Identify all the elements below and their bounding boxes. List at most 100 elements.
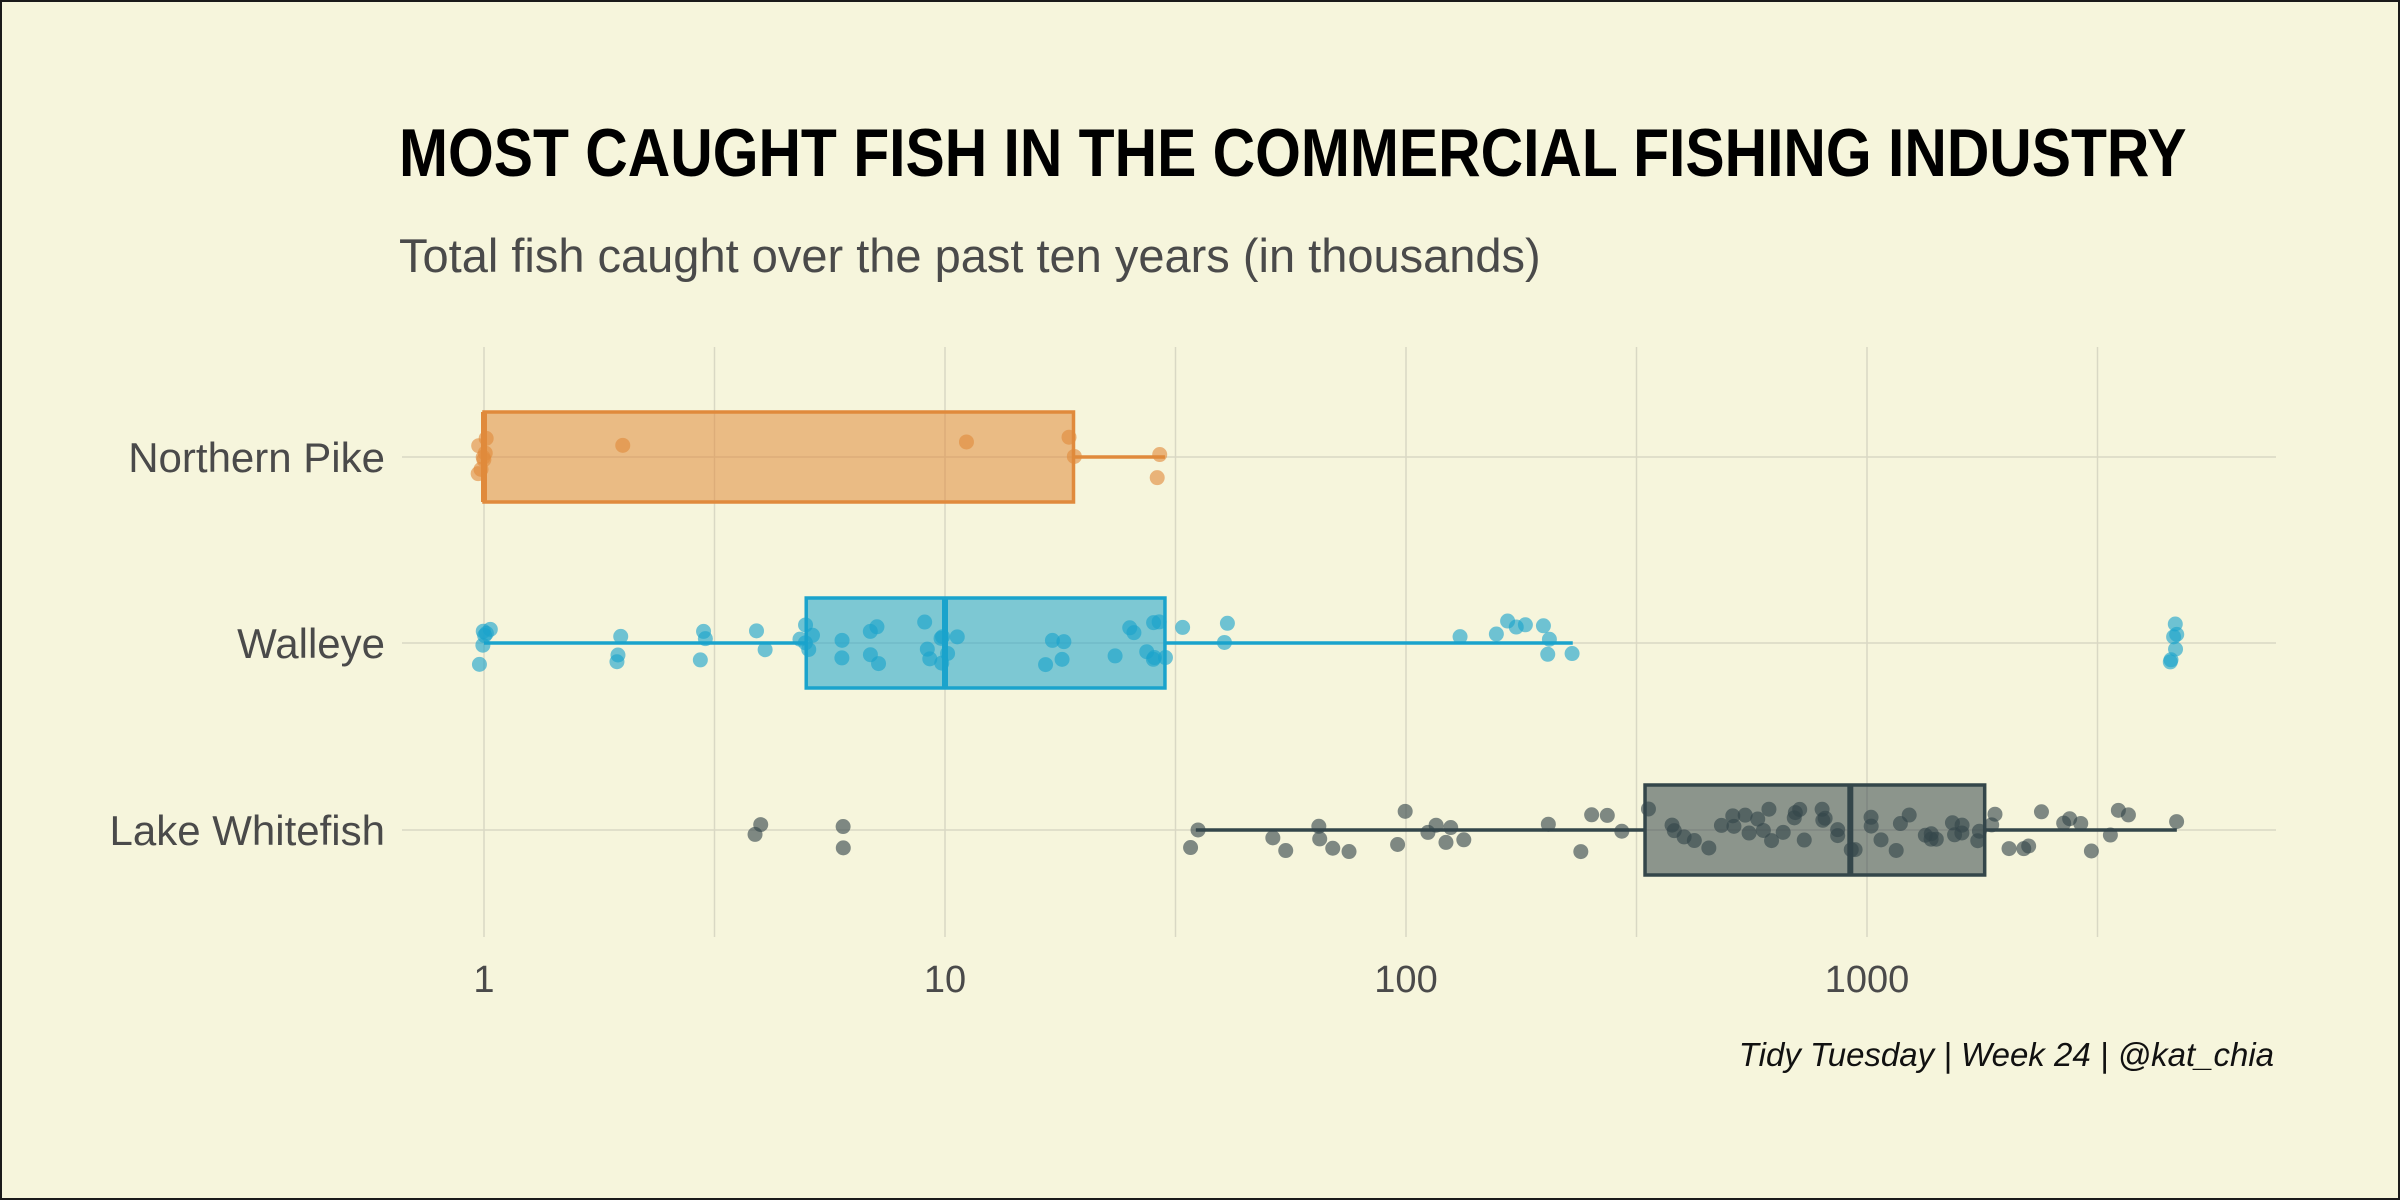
jitter-points [470,429,2185,860]
data-point [1066,448,1082,464]
data-point [1971,823,1987,839]
data-point [2083,843,2099,859]
data-point [1397,803,1413,819]
data-point [1796,832,1812,848]
data-point [692,652,708,668]
data-point [1517,617,1533,633]
data-point [1390,836,1406,852]
data-point [835,840,851,856]
data-point [869,619,885,635]
data-point [919,641,935,657]
data-point [1151,614,1167,630]
data-point [1541,631,1557,647]
data-point [1863,809,1879,825]
data-point [1265,830,1281,846]
data-point [615,437,631,453]
data-point [1452,629,1468,645]
data-point [1278,843,1294,859]
data-point [2169,814,2185,830]
data-point [1564,646,1580,662]
data-point [1540,646,1556,662]
data-point [1535,618,1551,634]
data-point [1713,817,1729,833]
data-point [1056,634,1072,650]
data-point [1775,824,1791,840]
data-point [1054,651,1070,667]
data-point [1888,842,1904,858]
data-point [1312,831,1328,847]
data-point [2033,804,2049,820]
data-point [917,614,933,630]
data-point [1741,825,1757,841]
category-label: Walleye [237,620,385,667]
data-point [1701,840,1717,856]
chart-subtitle: Total fish caught over the past ten year… [399,229,1541,282]
data-point [1873,832,1889,848]
data-point [2163,652,2179,668]
x-tick-label: 1 [473,959,494,1001]
data-point [473,461,489,477]
data-point [1764,833,1780,849]
data-point [2001,841,2017,857]
data-point [1755,822,1771,838]
data-point [1750,811,1766,827]
data-point [1107,648,1123,664]
data-point [1664,817,1680,833]
x-tick-label: 100 [1374,959,1437,1001]
data-point [1737,807,1753,823]
data-point [1954,817,1970,833]
x-tick-label: 1000 [1825,959,1910,1001]
data-point [1438,834,1454,850]
data-point [835,819,851,835]
data-point [471,656,487,672]
data-point [1640,801,1656,817]
data-point [1219,615,1235,631]
data-point [1901,807,1917,823]
data-point [477,628,493,644]
data-point [1157,650,1173,666]
data-point [1061,429,1077,445]
data-point [1540,816,1556,832]
data-point [1686,833,1702,849]
data-point [478,430,494,446]
category-label: Lake Whitefish [110,807,385,854]
data-point [477,445,493,461]
data-point [1311,818,1327,834]
data-point [1792,801,1808,817]
category-label: Northern Pike [128,434,385,481]
data-point [1456,832,1472,848]
data-point [697,631,713,647]
data-point [834,632,850,648]
data-point [1038,657,1054,673]
data-point [934,655,950,671]
data-point [1847,842,1863,858]
data-point [1443,820,1459,836]
data-point [1599,807,1615,823]
data-point [1152,447,1168,463]
data-point [1987,806,2003,822]
data-point [834,650,850,666]
data-point [871,656,887,672]
data-point [2102,827,2118,843]
data-point [613,628,629,644]
data-point [1761,801,1777,817]
data-point [1584,807,1600,823]
data-point [757,642,773,658]
data-point [1149,470,1165,486]
data-point [1726,818,1742,834]
data-point [1428,817,1444,833]
data-point [1175,619,1191,635]
data-point [2169,626,2185,642]
axis-labels: 1 10 100 1000 Northern Pike Walleye Lake White… [110,434,1910,1001]
data-point [1325,840,1341,856]
data-point [1341,844,1357,860]
data-point [1614,823,1630,839]
data-point [949,629,965,645]
data-point [1183,840,1199,856]
data-point [1146,650,1162,666]
data-point [1122,620,1138,636]
data-point [1488,626,1504,642]
data-point [753,817,769,833]
